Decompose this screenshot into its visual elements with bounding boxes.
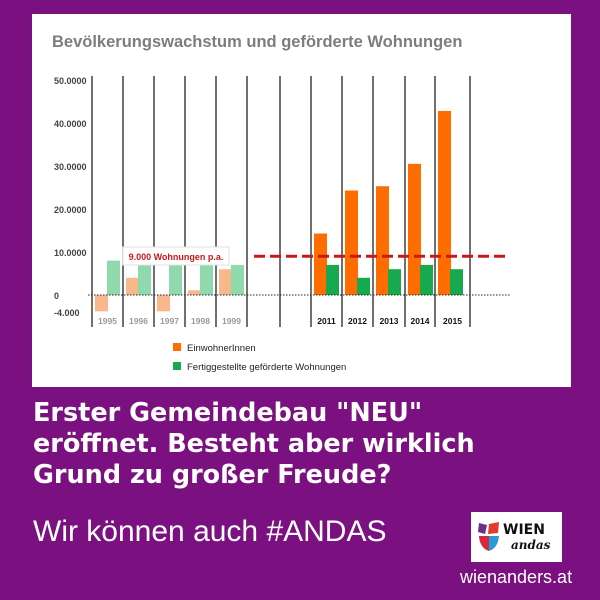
y-tick-label: -4.000 xyxy=(54,308,80,318)
bar xyxy=(326,264,339,295)
bar xyxy=(420,264,433,295)
legend-label: Fertiggestellte geförderte Wohnungen xyxy=(187,362,346,373)
y-tick-label: 30.0000 xyxy=(54,162,87,172)
chart-title: Bevölkerungswachstum und geförderte Wohn… xyxy=(52,33,462,51)
bar xyxy=(357,277,370,295)
headline-line: eröffnet. Besteht aber wirklich xyxy=(33,429,475,459)
headline: Erster Gemeindebau "NEU" eröffnet. Beste… xyxy=(33,398,583,491)
legend-label: EinwohnerInnen xyxy=(187,343,256,354)
bar xyxy=(314,233,327,295)
legend-swatch xyxy=(173,362,181,370)
reference-label-box xyxy=(122,246,230,266)
bar xyxy=(231,264,244,295)
y-tick-label: 20.0000 xyxy=(54,205,87,215)
logo-graphic: WIEN andas xyxy=(478,522,551,552)
bar xyxy=(438,110,451,296)
bar xyxy=(188,290,201,295)
headline-line: Erster Gemeindebau "NEU" xyxy=(33,398,423,428)
slogan: Wir können auch #ANDAS xyxy=(33,515,387,548)
bar xyxy=(200,264,213,295)
y-tick-label: 0 xyxy=(54,291,59,301)
y-tick-label: 40.0000 xyxy=(54,119,87,129)
x-tick-label: 1996 xyxy=(129,316,148,326)
headline-line: Grund zu großer Freude? xyxy=(33,460,392,490)
reference-label: 9.000 Wohnungen p.a. xyxy=(129,252,224,262)
x-tick-label: 2015 xyxy=(443,316,462,326)
wien-andas-logo-icon: WIEN andas xyxy=(471,512,562,562)
bar xyxy=(408,163,421,295)
logo-subword: andas xyxy=(511,538,551,552)
bar xyxy=(126,277,139,295)
x-tick-label: 1997 xyxy=(160,316,179,326)
bar xyxy=(219,269,232,295)
y-tick-label: 10.0000 xyxy=(54,248,87,258)
x-tick-label: 1999 xyxy=(222,316,241,326)
logo-word: WIEN xyxy=(503,522,545,538)
x-tick-label: 1995 xyxy=(98,316,117,326)
x-tick-label: 2014 xyxy=(411,316,430,326)
bar xyxy=(138,264,151,295)
y-tick-label: 50.0000 xyxy=(54,76,87,86)
legend-swatch xyxy=(173,343,181,351)
x-tick-label: 2012 xyxy=(348,316,367,326)
x-tick-label: 2013 xyxy=(380,316,399,326)
bar xyxy=(376,186,389,295)
bar xyxy=(450,269,463,295)
chart: Bevölkerungswachstum und geförderte Wohn… xyxy=(52,33,510,373)
bar xyxy=(388,269,401,295)
bar xyxy=(169,264,182,295)
x-tick-label: 1998 xyxy=(191,316,210,326)
bar xyxy=(345,190,358,295)
x-tick-label: 2011 xyxy=(317,316,336,326)
chart-panel: Bevölkerungswachstum und geförderte Wohn… xyxy=(32,14,571,387)
bar xyxy=(95,295,108,312)
bar xyxy=(107,260,120,295)
website-url: wienanders.at xyxy=(460,567,573,587)
bar xyxy=(157,295,170,312)
